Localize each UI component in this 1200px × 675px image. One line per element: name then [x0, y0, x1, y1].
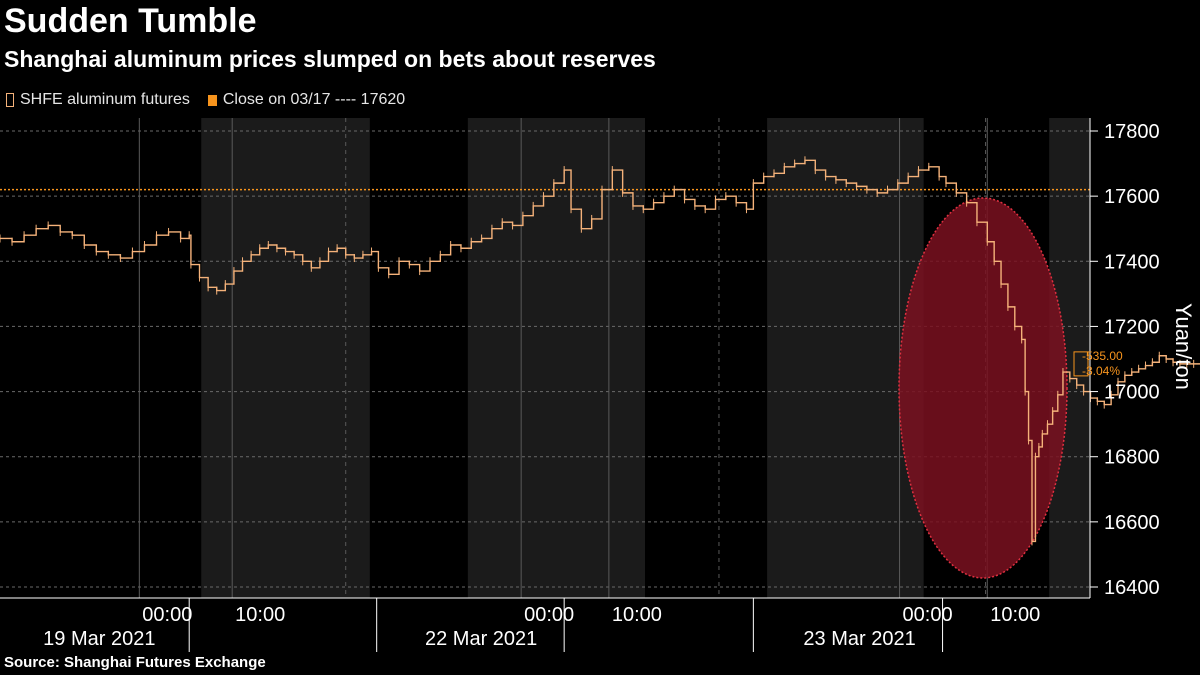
- y-tick-label: 17800: [1104, 121, 1160, 143]
- last-value-change-pct: -3.04%: [1082, 364, 1120, 378]
- y-tick-label: 17400: [1104, 251, 1160, 273]
- series-swatch-icon: [6, 93, 14, 107]
- legend: SHFE aluminum futures Close on 03/17 ---…: [6, 91, 423, 109]
- x-tick-label: 00:00: [142, 604, 192, 626]
- chart-title: Sudden Tumble: [4, 2, 257, 40]
- series-line: [0, 159, 1200, 543]
- legend-label-reference: Close on 03/17 ---- 17620: [222, 91, 406, 108]
- y-axis-label: Yuan/ton: [1171, 303, 1196, 390]
- x-tick-label: 10:00: [612, 604, 662, 626]
- y-tick-label: 17000: [1104, 382, 1160, 404]
- x-tick-label: 00:00: [524, 604, 574, 626]
- session-shade: [201, 118, 370, 598]
- y-tick-label: 16800: [1104, 447, 1160, 469]
- reference-swatch-icon: [207, 94, 217, 106]
- legend-label-series: SHFE aluminum futures: [20, 91, 190, 108]
- last-value-change: -535.00: [1082, 349, 1123, 363]
- legend-item-series: SHFE aluminum futures: [6, 91, 190, 109]
- date-label: 19 Mar 2021: [43, 628, 155, 650]
- x-tick-label: 10:00: [235, 604, 285, 626]
- last-value-box: [1073, 351, 1089, 377]
- date-label: 23 Mar 2021: [803, 628, 915, 650]
- x-tick-label: 10:00: [990, 604, 1040, 626]
- y-tick-label: 16400: [1104, 577, 1160, 599]
- x-tick-label: 00:00: [903, 604, 953, 626]
- highlight-ellipse: [898, 197, 1068, 579]
- legend-item-reference: Close on 03/17 ---- 17620: [207, 91, 406, 109]
- date-label: 22 Mar 2021: [425, 628, 537, 650]
- chart-subtitle: Shanghai aluminum prices slumped on bets…: [4, 46, 656, 72]
- y-tick-label: 17200: [1104, 316, 1160, 338]
- session-shade: [1049, 118, 1090, 598]
- session-shade: [467, 118, 645, 598]
- y-tick-label: 17600: [1104, 186, 1160, 208]
- source-note: Source: Shanghai Futures Exchange: [4, 654, 266, 671]
- y-tick-label: 16600: [1104, 512, 1160, 534]
- session-shade: [767, 118, 924, 598]
